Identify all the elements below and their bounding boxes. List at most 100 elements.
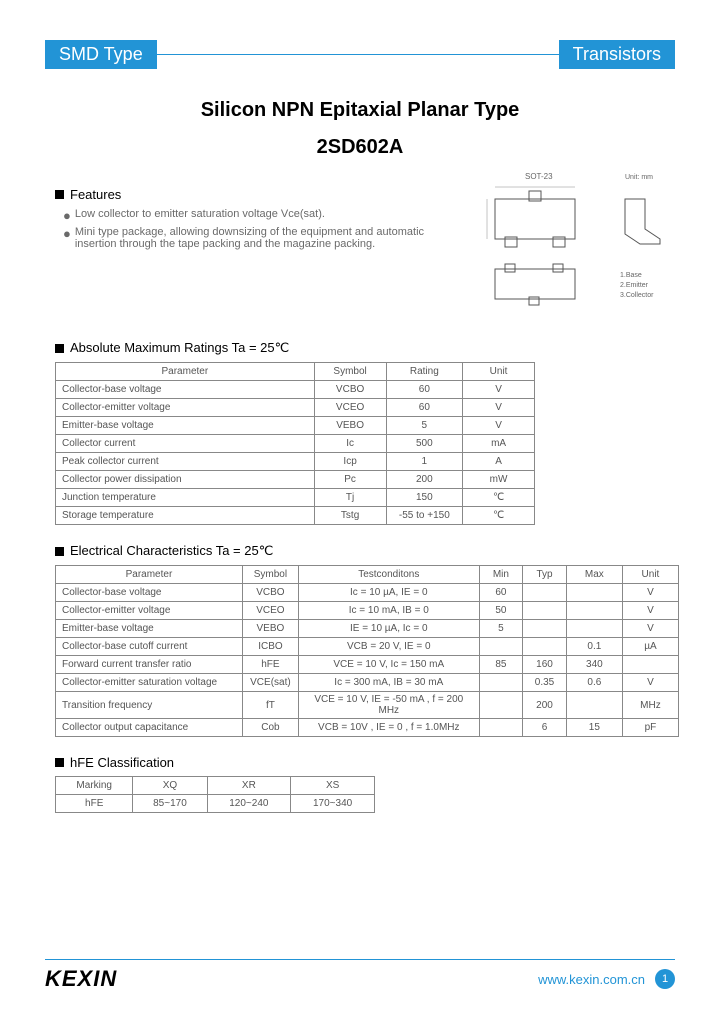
table-cell: 170~340	[291, 795, 375, 813]
table-cell: ℃	[463, 507, 535, 525]
table-row: Junction temperatureTj150℃	[56, 489, 535, 507]
table-row: hFE85~170120~240170~340	[56, 795, 375, 813]
footer: KEXIN www.kexin.com.cn 1	[45, 959, 675, 992]
table-cell: Collector-base cutoff current	[56, 638, 243, 656]
header-divider	[157, 54, 559, 69]
table-cell: MHz	[622, 692, 678, 719]
table-cell: 60	[386, 399, 463, 417]
table-row: Collector-base cutoff currentICBOVCB = 2…	[56, 638, 679, 656]
table-cell	[566, 620, 622, 638]
table-row: Collector-base voltageVCBOIc = 10 µA, IE…	[56, 584, 679, 602]
part-number: 2SD602A	[45, 136, 675, 159]
table-cell: ℃	[463, 489, 535, 507]
table-row: Collector currentIc500mA	[56, 435, 535, 453]
table-cell: Storage temperature	[56, 507, 315, 525]
table-cell: 85~170	[133, 795, 207, 813]
electrical-characteristics-table: ParameterSymbolTestconditonsMinTypMaxUni…	[55, 565, 679, 737]
features-heading-text: Features	[70, 187, 121, 202]
table-row: Peak collector currentIcp1A	[56, 453, 535, 471]
table-cell: fT	[242, 692, 298, 719]
feature-item: ●Mini type package, allowing downsizing …	[63, 226, 445, 250]
table-cell	[479, 692, 523, 719]
table-cell: hFE	[56, 795, 133, 813]
table-row: Collector output capacitanceCobVCB = 10V…	[56, 719, 679, 737]
table-cell	[622, 656, 678, 674]
table-cell: Emitter-base voltage	[56, 417, 315, 435]
table-cell: Transition frequency	[56, 692, 243, 719]
table-cell: V	[463, 417, 535, 435]
table-cell	[523, 584, 567, 602]
square-bullet-icon	[55, 547, 64, 556]
title-block: Silicon NPN Epitaxial Planar Type 2SD602…	[45, 99, 675, 159]
main-title: Silicon NPN Epitaxial Planar Type	[45, 99, 675, 122]
header-bar: SMD Type Transistors	[45, 40, 675, 69]
elec-heading-text: Electrical Characteristics Ta = 25℃	[70, 543, 273, 559]
table-cell: VCE = 10 V, IE = -50 mA , f = 200 MHz	[298, 692, 479, 719]
table-cell	[523, 620, 567, 638]
header-left-badge: SMD Type	[45, 40, 157, 69]
table-cell: Cob	[242, 719, 298, 737]
hfe-classification-table: MarkingXQXRXShFE85~170120~240170~340	[55, 776, 375, 813]
table-row: Transition frequencyfTVCE = 10 V, IE = -…	[56, 692, 679, 719]
table-cell: Junction temperature	[56, 489, 315, 507]
table-cell: 0.6	[566, 674, 622, 692]
package-outline-svg: SOT-23 Unit: mm 1.Base 2.Emitter	[465, 169, 665, 319]
table-cell: Collector output capacitance	[56, 719, 243, 737]
table-cell	[479, 638, 523, 656]
table-cell: µA	[622, 638, 678, 656]
table-cell: 160	[523, 656, 567, 674]
table-row: Collector-emitter voltageVCEOIc = 10 mA,…	[56, 602, 679, 620]
table-cell: VCE(sat)	[242, 674, 298, 692]
abs-max-table: ParameterSymbolRatingUnit Collector-base …	[55, 362, 535, 525]
table-header-cell: XQ	[133, 777, 207, 795]
table-cell: Ic = 10 µA, IE = 0	[298, 584, 479, 602]
sot23-label: SOT-23	[525, 172, 553, 181]
elec-heading: Electrical Characteristics Ta = 25℃	[55, 543, 665, 559]
table-cell: VCBO	[314, 381, 386, 399]
table-header-cell: Symbol	[314, 363, 386, 381]
table-cell: 120~240	[207, 795, 291, 813]
table-cell: VCB = 10V , IE = 0 , f = 1.0MHz	[298, 719, 479, 737]
hfe-heading: hFE Classification	[55, 755, 665, 770]
feature-text: Low collector to emitter saturation volt…	[75, 208, 325, 223]
table-cell: VCEO	[242, 602, 298, 620]
table-cell: 500	[386, 435, 463, 453]
table-header-cell: Parameter	[56, 363, 315, 381]
table-cell: V	[622, 602, 678, 620]
table-cell: 15	[566, 719, 622, 737]
table-cell: Tj	[314, 489, 386, 507]
table-cell: 200	[523, 692, 567, 719]
table-row: Collector power dissipationPc200mW	[56, 471, 535, 489]
table-cell	[566, 584, 622, 602]
table-cell	[566, 692, 622, 719]
unit-label: Unit: mm	[625, 174, 653, 181]
table-cell: 5	[386, 417, 463, 435]
table-cell: Collector-base voltage	[56, 584, 243, 602]
table-header-cell: Rating	[386, 363, 463, 381]
footer-url: www.kexin.com.cn	[538, 972, 645, 987]
table-header-cell: Unit	[463, 363, 535, 381]
table-cell: 50	[479, 602, 523, 620]
table-cell: mW	[463, 471, 535, 489]
table-cell: VEBO	[314, 417, 386, 435]
table-cell: 340	[566, 656, 622, 674]
table-cell: Collector-emitter voltage	[56, 602, 243, 620]
table-cell: VCE = 10 V, Ic = 150 mA	[298, 656, 479, 674]
table-cell: 60	[386, 381, 463, 399]
table-header-cell: Min	[479, 566, 523, 584]
table-cell: Emitter-base voltage	[56, 620, 243, 638]
table-cell: Peak collector current	[56, 453, 315, 471]
header-right-badge: Transistors	[559, 40, 675, 69]
table-header-cell: Marking	[56, 777, 133, 795]
table-cell: Collector power dissipation	[56, 471, 315, 489]
table-cell: 150	[386, 489, 463, 507]
table-cell: V	[463, 399, 535, 417]
table-cell	[479, 719, 523, 737]
table-cell: Tstg	[314, 507, 386, 525]
table-cell: 5	[479, 620, 523, 638]
table-cell: V	[622, 620, 678, 638]
table-row: Emitter-base voltageVEBO5V	[56, 417, 535, 435]
table-header-cell: Unit	[622, 566, 678, 584]
table-header-cell: XS	[291, 777, 375, 795]
table-cell: Collector-base voltage	[56, 381, 315, 399]
